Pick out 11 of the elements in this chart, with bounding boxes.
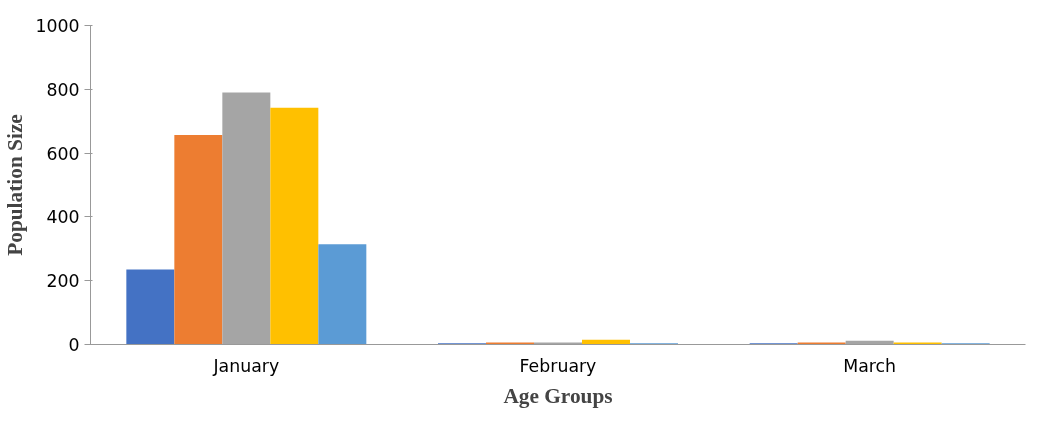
y-tick-label: 0: [68, 335, 80, 355]
y-tick-label: 800: [46, 79, 80, 100]
y-axis-title: Population Size: [3, 114, 28, 256]
x-tick-label: January: [212, 355, 280, 376]
x-tick-label: February: [519, 355, 597, 376]
y-tick-label: 400: [46, 207, 80, 228]
y-tick-label: 600: [46, 143, 80, 164]
x-axis-title: Age Groups: [503, 383, 613, 408]
x-tick-label: March: [843, 355, 897, 376]
y-tick-label: 1000: [35, 16, 80, 36]
y-tick-label: 200: [46, 271, 80, 292]
